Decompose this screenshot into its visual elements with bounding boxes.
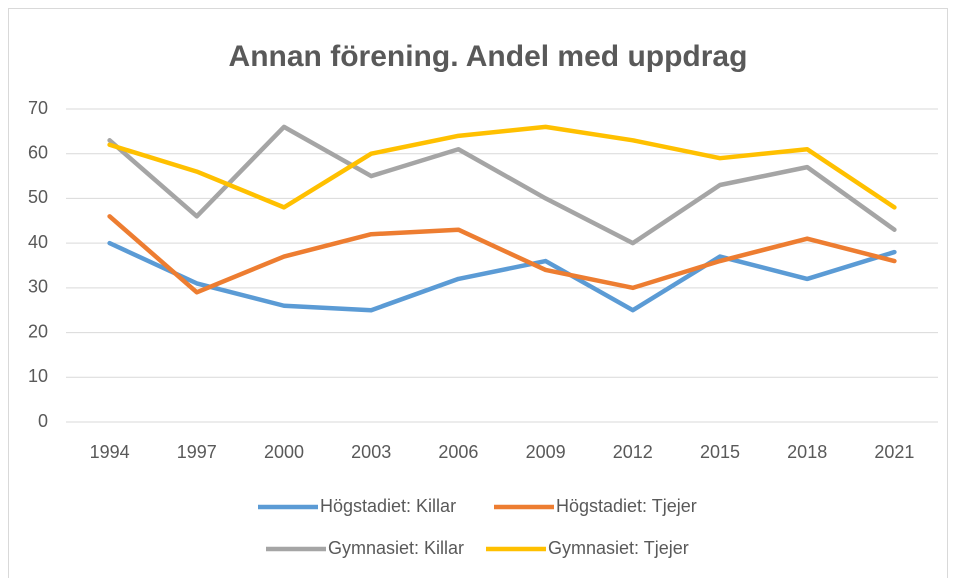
series-line xyxy=(107,214,897,295)
y-tick-label: 70 xyxy=(28,98,48,118)
x-tick-label: 2018 xyxy=(787,442,827,462)
legend-label: Högstadiet: Killar xyxy=(320,496,456,516)
legend-label: Gymnasiet: Tjejer xyxy=(548,538,689,558)
x-tick-label: 2009 xyxy=(526,442,566,462)
y-tick-label: 10 xyxy=(28,366,48,386)
y-tick-label: 30 xyxy=(28,277,48,297)
y-tick-label: 50 xyxy=(28,187,48,207)
series-line xyxy=(107,240,897,313)
x-tick-label: 2015 xyxy=(700,442,740,462)
x-tick-label: 2006 xyxy=(438,442,478,462)
y-tick-label: 20 xyxy=(28,321,48,341)
y-tick-label: 40 xyxy=(28,232,48,252)
x-tick-label: 2000 xyxy=(264,442,304,462)
y-tick-label: 0 xyxy=(38,411,48,431)
legend-label: Gymnasiet: Killar xyxy=(328,538,464,558)
x-tick-label: 2012 xyxy=(613,442,653,462)
x-tick-label: 2021 xyxy=(874,442,914,462)
legend-label: Högstadiet: Tjejer xyxy=(556,496,697,516)
x-tick-label: 2003 xyxy=(351,442,391,462)
y-tick-label: 60 xyxy=(28,142,48,162)
chart-title: Annan förening. Andel med uppdrag xyxy=(229,40,748,73)
series-line xyxy=(107,124,897,246)
series-line xyxy=(107,124,897,210)
x-tick-label: 1997 xyxy=(177,442,217,462)
chart-frame xyxy=(8,8,948,578)
x-tick-label: 1994 xyxy=(90,442,130,462)
